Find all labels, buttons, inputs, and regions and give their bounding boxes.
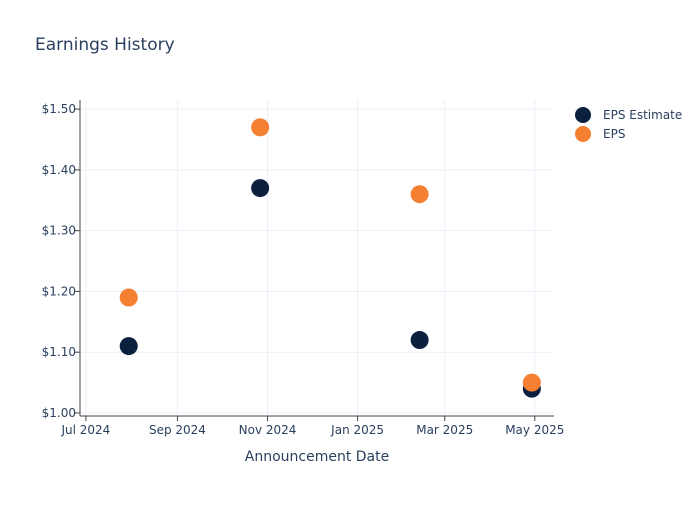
x-tick-label: Nov 2024 [239, 423, 297, 437]
eps-point[interactable] [251, 118, 270, 137]
eps-point[interactable] [119, 288, 138, 307]
x-tick-label: Sep 2024 [149, 423, 206, 437]
legend-eps-label[interactable]: EPS [603, 127, 625, 141]
legend-eps-estimate-marker[interactable] [575, 107, 591, 123]
legend-eps-estimate-label[interactable]: EPS Estimate [603, 108, 682, 122]
x-tick-label: Mar 2025 [416, 423, 473, 437]
grid-layer [80, 100, 554, 416]
y-tick-label: $1.40 [42, 163, 76, 177]
x-tick-label: May 2025 [505, 423, 564, 437]
x-axis-label: Announcement Date [245, 449, 389, 465]
y-tick-label: $1.00 [42, 406, 76, 420]
eps-estimate-point[interactable] [119, 337, 138, 356]
eps-estimate-point[interactable] [410, 331, 429, 350]
x-tick-label: Jan 2025 [330, 423, 384, 437]
legend[interactable]: EPS Estimate EPS [575, 107, 682, 142]
y-tick-label: $1.30 [42, 224, 76, 238]
y-tick-label: $1.10 [42, 345, 76, 359]
axis-layer: Jul 2024 Sep 2024 Nov 2024 Jan 2025 Mar 2025… [42, 100, 564, 437]
x-tick-label: Jul 2024 [60, 423, 110, 437]
eps-point[interactable] [522, 373, 541, 392]
eps-point[interactable] [410, 185, 429, 204]
y-tick-label: $1.20 [42, 284, 76, 298]
y-tick-label: $1.50 [42, 102, 76, 116]
legend-eps-marker[interactable] [575, 126, 591, 142]
eps-estimate-point[interactable] [251, 179, 270, 198]
chart-title: Earnings History [35, 35, 175, 55]
marks-layer [119, 118, 541, 398]
